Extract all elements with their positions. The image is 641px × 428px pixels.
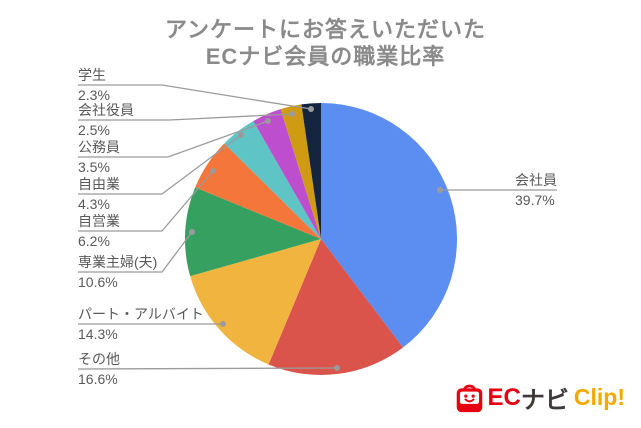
pie-label-value: 14.3% [78, 326, 118, 342]
logo-text-clip: Clip! [573, 384, 625, 410]
leader-dot-0 [437, 187, 443, 193]
chart-title-line1: アンケートにお答えいただいた [164, 17, 487, 42]
pie-label-category: 会社員 [515, 172, 557, 188]
leader-dot-6 [265, 118, 271, 124]
pie-label-category: 自営業 [78, 213, 120, 229]
pie-label-value: 39.7% [515, 192, 555, 208]
pie-label-category: その他 [78, 351, 120, 367]
pie-label-category: 学生 [78, 67, 106, 83]
pie-label-1: その他 16.6% [78, 351, 120, 387]
pie-slice-1 [268, 239, 403, 375]
pie-label-category: 会社役員 [78, 102, 134, 118]
logo-text-navi: ナビ [520, 387, 569, 414]
pie-label-value: 16.6% [78, 371, 118, 387]
leader-dot-5 [238, 132, 244, 138]
leader-line-7 [78, 113, 293, 121]
leader-line-6 [78, 120, 269, 158]
pie-slice-6 [253, 109, 321, 239]
leader-dot-3 [189, 229, 195, 235]
pie-slice-5 [224, 121, 321, 239]
leader-line-1 [77, 367, 338, 370]
pie-label-5: 自由業 4.3% [78, 176, 120, 212]
chart-title: アンケートにお答えいただいた ECナビ会員の職業比率 [10, 16, 641, 70]
pie-slice-3 [184, 187, 321, 277]
leader-dot-1 [334, 365, 340, 371]
pie-label-category: 公務員 [78, 139, 120, 155]
pie-slice-8 [301, 103, 321, 239]
leader-dot-2 [220, 321, 226, 327]
pie-slice-2 [190, 239, 321, 365]
pie-label-category: 専業主婦(夫) [78, 254, 158, 270]
pie-label-value: 3.5% [78, 159, 110, 175]
pie-label-category: パート・アルバイト [78, 306, 204, 322]
pie-label-6: 公務員 3.5% [78, 139, 120, 175]
pie-slice-0 [321, 103, 458, 348]
pie-label-2: パート・アルバイト 14.3% [78, 306, 204, 342]
brand-logo: EC ナビ Clip! [454, 380, 625, 415]
shopping-bag-smiley-icon [456, 384, 482, 413]
pie-label-0: 会社員 39.7% [515, 172, 557, 208]
leader-line-8 [78, 84, 312, 110]
leader-line-3 [78, 231, 193, 273]
leader-line-5 [78, 134, 242, 195]
chart-title-line2: ECナビ会員の職業比率 [205, 44, 446, 69]
pie-label-value: 6.2% [78, 233, 110, 249]
leader-dot-8 [308, 106, 314, 112]
leader-line-4 [78, 170, 214, 232]
pie-label-value: 10.6% [78, 274, 118, 290]
logo-text-ec: EC [487, 383, 521, 411]
pie-slice-7 [280, 104, 321, 239]
pie-label-8: 学生 2.3% [78, 67, 110, 103]
pie-label-value: 2.5% [78, 122, 110, 138]
pie-label-value: 4.3% [78, 196, 110, 212]
leader-dot-7 [289, 111, 295, 117]
pie-slice-4 [195, 143, 321, 239]
pie-label-7: 会社役員 2.5% [78, 102, 134, 138]
pie-label-3: 専業主婦(夫) 10.6% [78, 254, 158, 290]
pie-label-4: 自営業 6.2% [78, 213, 120, 249]
pie-label-category: 自由業 [78, 176, 120, 192]
leader-dot-4 [210, 168, 216, 174]
pie-label-value: 2.3% [78, 87, 110, 103]
